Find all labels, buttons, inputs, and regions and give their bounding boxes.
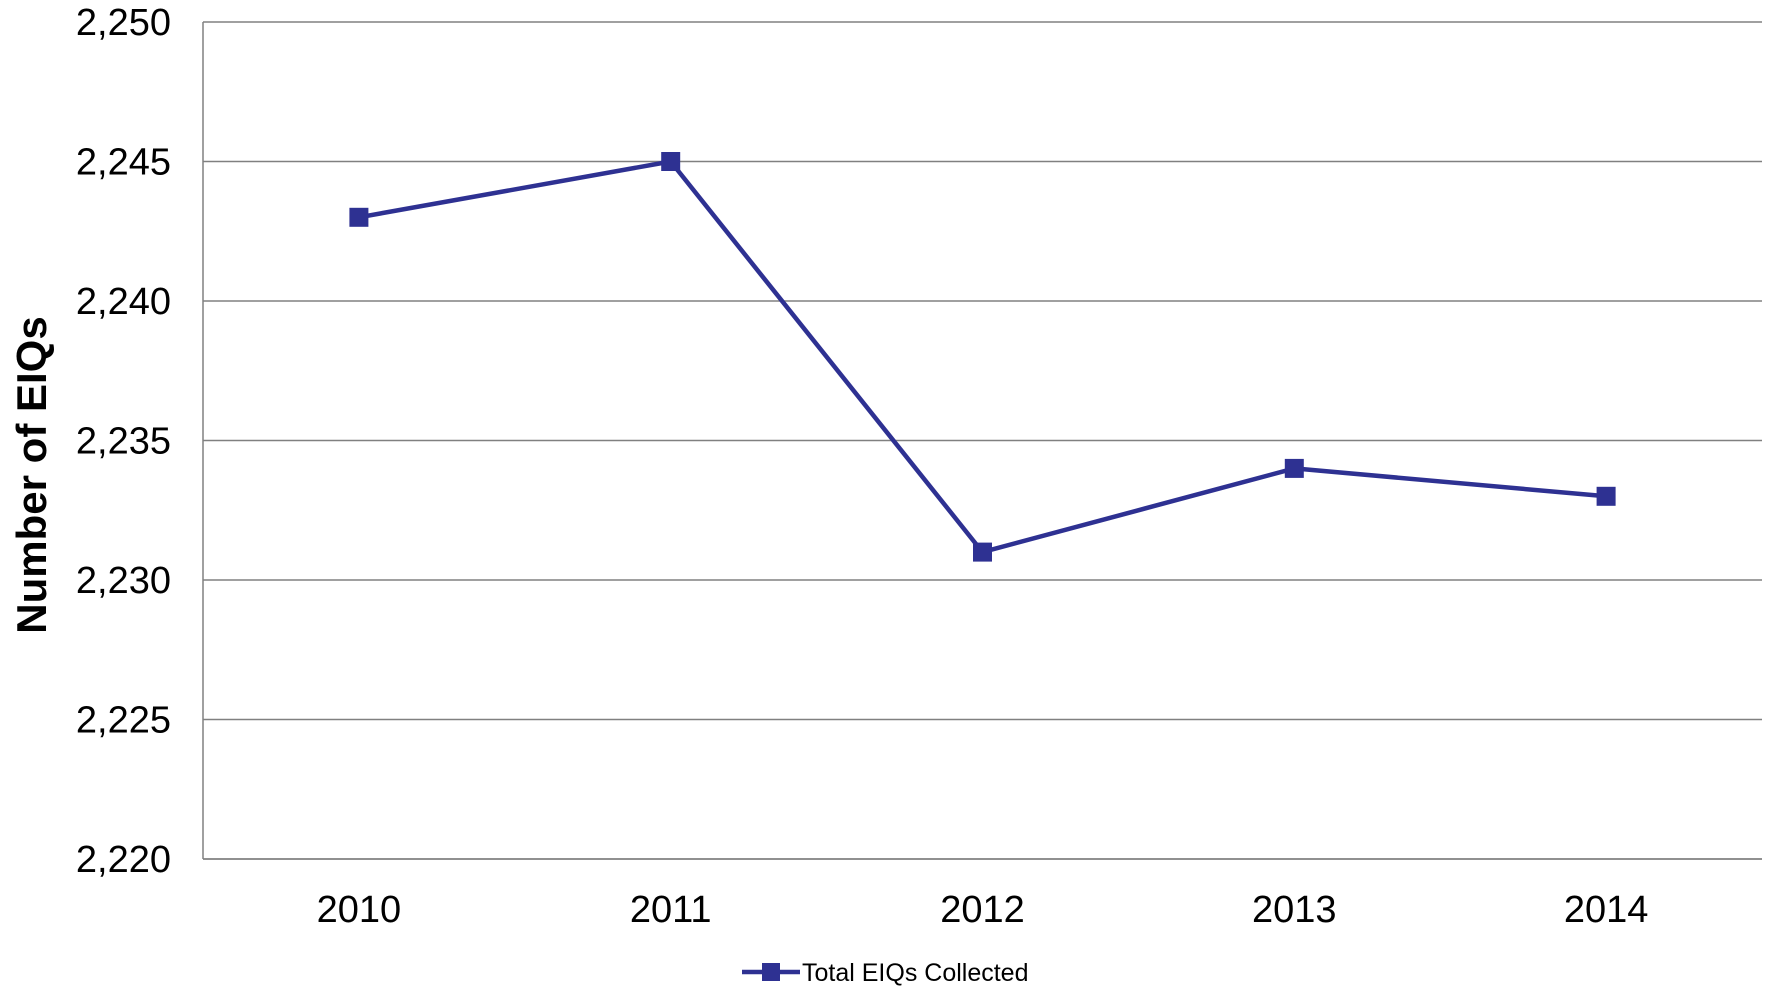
legend: Total EIQs Collected xyxy=(742,959,1029,987)
data-point-marker xyxy=(661,152,681,171)
legend-series-marker xyxy=(762,963,780,981)
y-tick-label: 2,245 xyxy=(76,142,171,184)
x-tick-label: 2012 xyxy=(940,889,1025,931)
data-point-marker xyxy=(973,542,992,562)
y-axis-title: Number of EIQs xyxy=(8,316,55,633)
x-axis-ticks: 2010 2011 2012 2013 2014 xyxy=(317,889,1649,931)
y-tick-label: 2,240 xyxy=(76,281,171,323)
data-point-marker xyxy=(1596,486,1616,506)
x-tick-label: 2013 xyxy=(1252,889,1337,931)
gridlines xyxy=(203,21,1762,860)
x-tick-label: 2010 xyxy=(317,889,402,931)
y-tick-label: 2,250 xyxy=(76,2,171,44)
data-point-marker xyxy=(349,207,369,227)
y-tick-label: 2,230 xyxy=(76,560,171,602)
y-axis-ticks: 2,220 2,225 2,230 2,235 2,240 2,245 2,250 xyxy=(76,2,171,881)
x-tick-label: 2014 xyxy=(1564,889,1649,931)
series-line xyxy=(358,159,1607,555)
y-tick-label: 2,235 xyxy=(76,421,171,463)
legend-series-label: Total EIQs Collected xyxy=(802,959,1029,987)
y-tick-label: 2,225 xyxy=(76,700,171,742)
series-layer xyxy=(349,152,1616,562)
y-tick-label: 2,220 xyxy=(76,839,171,881)
x-tick-label: 2011 xyxy=(630,889,712,931)
data-point-marker xyxy=(1284,458,1304,478)
